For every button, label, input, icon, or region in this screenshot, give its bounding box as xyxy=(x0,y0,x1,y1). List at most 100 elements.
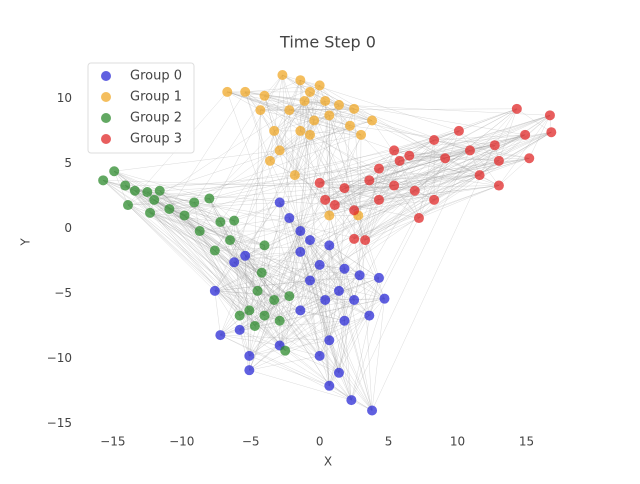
point xyxy=(394,155,405,166)
edge xyxy=(220,334,280,346)
point xyxy=(149,194,160,205)
edge xyxy=(214,150,280,291)
edge xyxy=(125,185,250,311)
edge xyxy=(319,290,340,356)
y-axis-label: Y xyxy=(19,238,33,247)
y-tick-label: −10 xyxy=(47,351,72,365)
edge xyxy=(289,100,326,111)
point xyxy=(222,86,233,97)
edge xyxy=(279,185,395,203)
edge xyxy=(239,315,250,356)
y-tick-label: 5 xyxy=(64,156,72,170)
edge xyxy=(329,340,373,411)
edge xyxy=(294,168,379,176)
point xyxy=(284,291,295,302)
point xyxy=(244,305,255,316)
point xyxy=(305,275,316,286)
point xyxy=(215,216,226,227)
edge xyxy=(127,204,240,316)
edge xyxy=(245,91,280,203)
edge xyxy=(114,171,160,191)
legend-label: Group 1 xyxy=(130,90,182,105)
edge xyxy=(344,277,380,321)
edge xyxy=(214,262,235,291)
edge xyxy=(127,202,195,206)
x-tick-label: 15 xyxy=(519,435,534,449)
point xyxy=(314,350,325,361)
x-tick-label: −5 xyxy=(242,435,260,449)
edge xyxy=(394,145,495,186)
point xyxy=(299,96,310,107)
edge xyxy=(245,230,301,256)
point xyxy=(284,213,295,224)
edge xyxy=(300,251,355,301)
edge xyxy=(325,115,551,201)
edge xyxy=(239,150,471,316)
edge xyxy=(249,355,330,386)
edge xyxy=(300,80,340,106)
point xyxy=(164,203,175,214)
edge xyxy=(214,250,280,321)
edge xyxy=(338,217,420,373)
edge xyxy=(269,125,351,162)
edge xyxy=(434,134,526,141)
edge xyxy=(127,204,215,251)
point xyxy=(305,129,316,140)
edge xyxy=(149,212,280,321)
edge xyxy=(494,108,518,146)
edge xyxy=(365,217,420,241)
edge xyxy=(329,158,530,216)
edge xyxy=(229,240,373,411)
edge xyxy=(378,150,471,201)
edge xyxy=(434,139,471,151)
edge xyxy=(269,80,301,161)
edge xyxy=(234,262,352,401)
point xyxy=(364,310,375,321)
point xyxy=(249,320,260,331)
edge xyxy=(245,255,345,269)
edge xyxy=(371,145,495,411)
edge xyxy=(319,264,370,316)
edge xyxy=(234,115,551,221)
edge xyxy=(125,185,262,273)
edge xyxy=(227,91,290,111)
point xyxy=(314,80,325,91)
edge xyxy=(434,132,552,201)
edge xyxy=(334,160,499,206)
edge xyxy=(220,334,330,386)
edge xyxy=(378,134,526,201)
edge xyxy=(169,208,275,301)
edge xyxy=(498,158,530,186)
edge xyxy=(334,158,446,206)
edge xyxy=(319,182,435,201)
x-tick-label: 0 xyxy=(316,435,324,449)
edge xyxy=(134,190,185,216)
edge xyxy=(279,275,360,346)
point xyxy=(324,240,335,251)
edge xyxy=(149,212,262,273)
point xyxy=(349,294,360,305)
point xyxy=(324,210,335,221)
point xyxy=(379,293,390,304)
edge xyxy=(433,134,526,201)
edge xyxy=(369,277,380,316)
edge xyxy=(344,187,380,201)
edge xyxy=(319,155,410,184)
edge xyxy=(279,120,315,151)
edge xyxy=(273,130,326,200)
point xyxy=(295,305,306,316)
edge xyxy=(354,199,435,211)
edge xyxy=(269,130,275,161)
edge xyxy=(319,182,355,239)
edge xyxy=(378,185,499,201)
x-axis-label: X xyxy=(324,455,332,469)
edge xyxy=(279,204,336,346)
point xyxy=(389,180,400,191)
point xyxy=(409,185,420,196)
point xyxy=(489,140,500,151)
edge xyxy=(329,277,380,386)
edge xyxy=(329,268,345,341)
point xyxy=(179,210,190,221)
edge xyxy=(269,134,311,161)
edge xyxy=(300,130,420,219)
